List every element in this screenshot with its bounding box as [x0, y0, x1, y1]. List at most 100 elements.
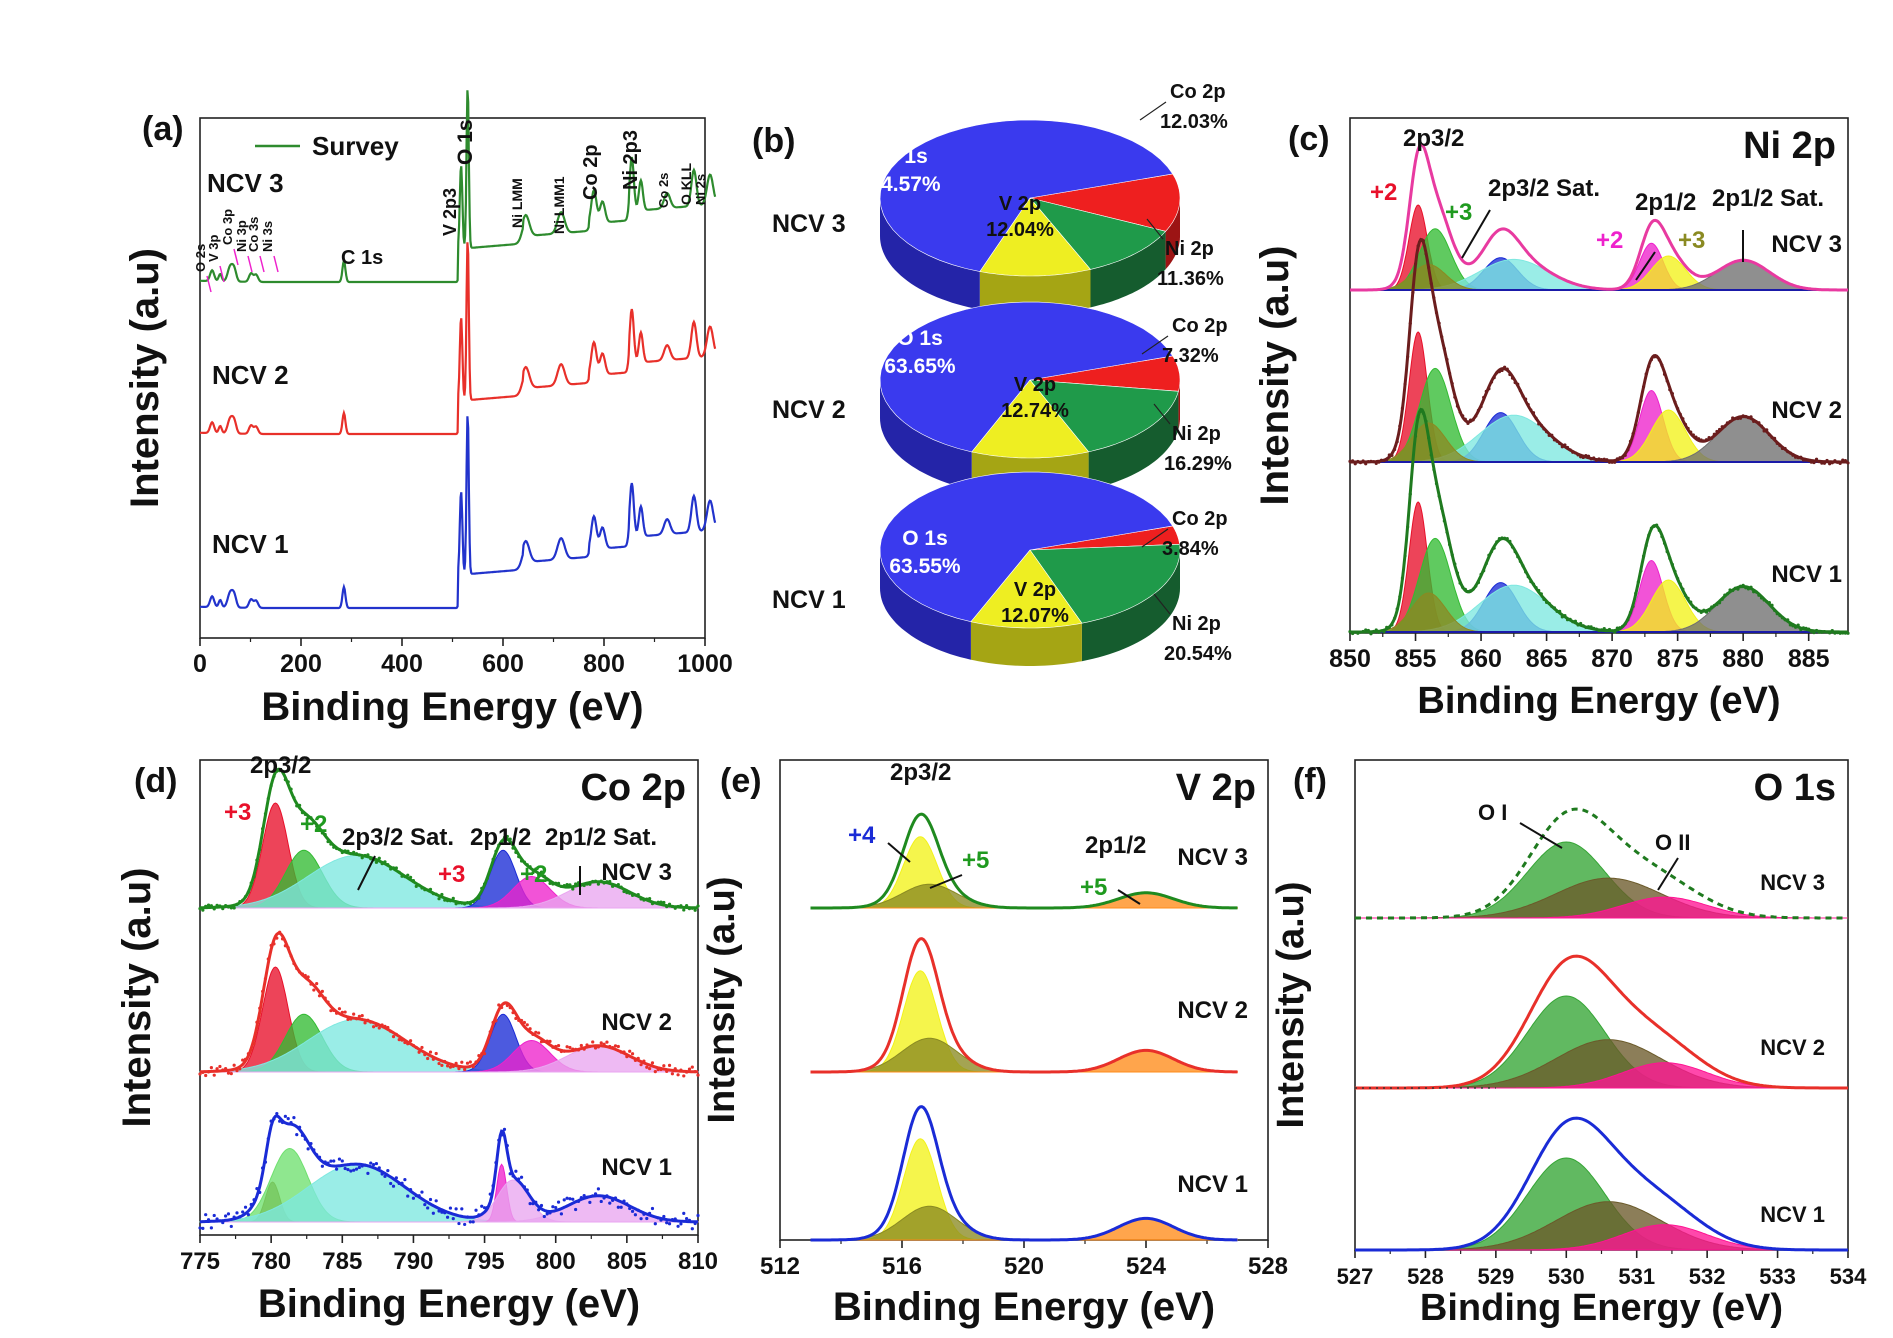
panel-c: 850 855 860 865 870 875 880 885 Binding Energy (… [1253, 117, 1850, 722]
data-point [480, 1204, 484, 1208]
data-point [679, 1222, 683, 1226]
panel-label: (e) [720, 762, 762, 800]
slice-pct: 12.74% [1001, 400, 1069, 422]
slice-pct: 11.36% [1157, 268, 1224, 290]
data-point [482, 1206, 487, 1210]
envelope-line [200, 767, 698, 910]
annotation-arrow [1117, 889, 1141, 905]
peak-label: Ni 2p3 [620, 130, 642, 190]
envelope-line [810, 812, 1238, 910]
data-point [676, 1073, 680, 1077]
annotation: 2p3/2 [890, 759, 951, 786]
series-label: NCV 3 [1771, 231, 1842, 258]
x-tick-label: 860 [1460, 645, 1502, 673]
data-point [329, 1009, 333, 1013]
data-point [218, 1064, 222, 1069]
pie-name: NCV 3 [772, 210, 846, 238]
data-point [354, 1167, 359, 1171]
x-axis-title: Binding Energy (eV) [1420, 1287, 1783, 1329]
data-point [426, 1206, 430, 1210]
data-point [198, 1072, 202, 1076]
data-point [505, 834, 509, 839]
data-point [428, 1050, 433, 1054]
panel-d: 775 780 785 790 795 800 805 810 Binding Energy (… [115, 752, 718, 1326]
data-point [667, 1222, 672, 1226]
data-point [241, 1210, 245, 1214]
data-point [605, 1040, 609, 1044]
slice-pct: 20.54% [1164, 643, 1232, 665]
slice-pct: 7.32% [1162, 345, 1219, 367]
data-point [448, 1065, 453, 1069]
panel-e: 512 516 520 524 528 Binding Energy (eV) Intens… [701, 759, 1288, 1329]
data-point [630, 1052, 635, 1056]
annotation-arrow [1657, 857, 1679, 891]
data-point [565, 883, 569, 887]
x-tick-label: 533 [1759, 1264, 1796, 1289]
data-point [616, 1044, 620, 1049]
data-point [468, 1060, 472, 1064]
pie-ncv2: NCV 2 O 1s 63.65% V 2p 12.74% Co 2p 7.32% Ni 2p… [772, 301, 1232, 496]
x-tick-label: 400 [381, 650, 423, 678]
data-point [639, 1217, 643, 1221]
slice-label: O 1s [902, 527, 948, 550]
data-point [426, 1056, 430, 1061]
data-point [613, 1044, 618, 1048]
pie-ncv1: NCV 1 O 1s 63.55% V 2p 12.07% Co 2p 3.84% Ni 2p… [772, 471, 1232, 666]
annotation-arrow [1519, 822, 1563, 849]
peak-label: Co 3s [246, 217, 261, 252]
data-point [690, 1227, 694, 1231]
data-point [537, 1031, 541, 1035]
slice-label: Ni 2p [1172, 613, 1221, 635]
data-point [665, 1221, 669, 1225]
data-point [670, 1072, 674, 1076]
envelope-line [1355, 807, 1848, 920]
series-label: NCV 3 [1177, 844, 1248, 871]
data-point [639, 1063, 643, 1067]
envelope-line [1355, 954, 1848, 1090]
data-point [519, 1175, 524, 1179]
data-point [579, 1043, 583, 1048]
leader-line [1153, 403, 1171, 425]
x-tick-label: 810 [678, 1248, 718, 1275]
data-point [554, 1205, 558, 1210]
data-point [676, 1224, 680, 1228]
peak-label: Co 3p [220, 209, 235, 245]
data-point [215, 1067, 219, 1071]
x-tick-label: 531 [1618, 1264, 1655, 1289]
data-point [226, 1212, 231, 1216]
data-point [420, 1045, 424, 1050]
annotation: +2 [300, 811, 327, 838]
data-point [357, 1165, 361, 1170]
envelope-line [810, 937, 1238, 1074]
slice-label: Ni 2p [1165, 238, 1214, 260]
data-point [232, 1063, 236, 1067]
pie-name: NCV 2 [772, 396, 846, 424]
data-point [687, 1067, 692, 1071]
data-point [457, 1221, 461, 1226]
envelope-line [1350, 407, 1848, 634]
data-point [343, 1010, 347, 1014]
data-point [406, 1194, 410, 1198]
data-point [551, 1205, 555, 1209]
envelope-line [200, 1114, 698, 1224]
x-tick-label: 790 [393, 1248, 433, 1275]
x-tick-label: 775 [180, 1248, 220, 1275]
data-point [386, 1169, 390, 1173]
data-point [565, 1196, 569, 1200]
data-point [445, 1064, 450, 1068]
series-label: NCV 1 [1771, 561, 1842, 588]
peak-label: Co 2s [656, 173, 671, 208]
data-point [226, 1071, 231, 1075]
slice-pct: 3.84% [1162, 538, 1219, 560]
leader-line [1141, 528, 1169, 548]
data-point [420, 1190, 424, 1194]
data-point [596, 882, 601, 886]
x-tick-label: 885 [1788, 645, 1830, 673]
data-point [209, 1226, 213, 1230]
data-point [337, 1157, 342, 1161]
annotation: 2p3/2 [250, 752, 311, 779]
slice-label: V 2p [999, 193, 1041, 215]
x-tick-label: 520 [1004, 1253, 1044, 1280]
data-point [696, 1213, 700, 1218]
data-point [201, 1226, 205, 1230]
